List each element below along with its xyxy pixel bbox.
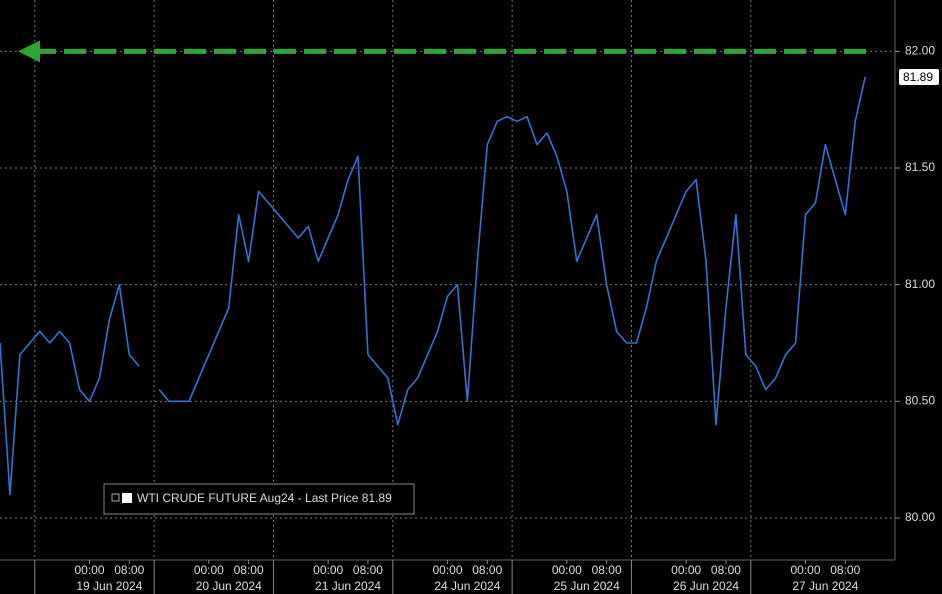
date-label: 26 Jun 2024 xyxy=(673,579,739,593)
date-label: 20 Jun 2024 xyxy=(196,579,262,593)
x-tick-label: 00:00 xyxy=(313,563,343,577)
x-tick-label: 00:00 xyxy=(74,563,104,577)
x-tick-label: 08:00 xyxy=(114,563,144,577)
x-tick-label: 00:00 xyxy=(194,563,224,577)
y-tick-label: 82.00 xyxy=(905,44,935,58)
date-label: 24 Jun 2024 xyxy=(434,579,500,593)
y-tick-label: 80.00 xyxy=(905,510,935,524)
x-tick-label: 00:00 xyxy=(790,563,820,577)
price-line xyxy=(158,76,866,426)
x-tick-label: 08:00 xyxy=(711,563,741,577)
x-tick-label: 00:00 xyxy=(432,563,462,577)
date-label: 27 Jun 2024 xyxy=(792,579,858,593)
legend-swatch xyxy=(122,493,132,503)
last-price-label: 81.89 xyxy=(903,70,933,84)
legend-toggle[interactable] xyxy=(111,493,120,502)
y-tick-label: 80.50 xyxy=(905,394,935,408)
y-tick-label: 81.00 xyxy=(905,277,935,291)
legend-box xyxy=(103,483,415,515)
legend: WTI CRUDE FUTURE Aug24 - Last Price 81.8… xyxy=(103,483,415,515)
date-label: 19 Jun 2024 xyxy=(76,579,142,593)
reference-arrowhead xyxy=(18,40,40,63)
date-label: 25 Jun 2024 xyxy=(554,579,620,593)
x-tick-label: 08:00 xyxy=(234,563,264,577)
x-tick-label: 08:00 xyxy=(353,563,383,577)
date-label: 21 Jun 2024 xyxy=(315,579,381,593)
x-tick-label: 00:00 xyxy=(552,563,582,577)
y-tick-label: 81.50 xyxy=(905,160,935,174)
last-price-box xyxy=(899,69,939,85)
x-tick-label: 00:00 xyxy=(671,563,701,577)
x-tick-label: 08:00 xyxy=(830,563,860,577)
x-tick-label: 08:00 xyxy=(472,563,502,577)
price-line xyxy=(0,283,140,496)
x-tick-label: 08:00 xyxy=(592,563,622,577)
legend-label: WTI CRUDE FUTURE Aug24 - Last Price 81.8… xyxy=(137,491,392,505)
